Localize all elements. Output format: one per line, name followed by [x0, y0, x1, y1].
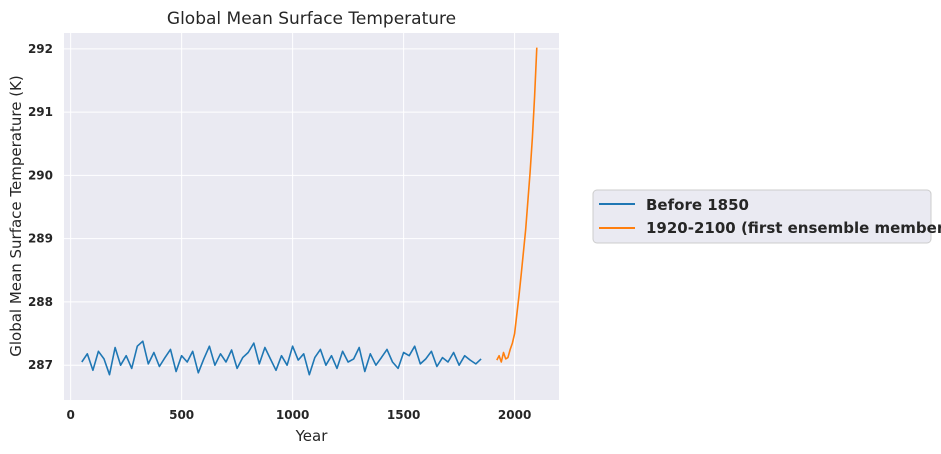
grid — [64, 33, 559, 400]
y-axis-label: Global Mean Surface Temperature (K) — [7, 75, 25, 357]
x-tick-label: 1500 — [387, 408, 420, 422]
x-tick-label: 500 — [169, 408, 194, 422]
y-tick-label: 287 — [28, 358, 53, 372]
x-tick-label: 2000 — [498, 408, 531, 422]
y-tick-label: 291 — [28, 105, 53, 119]
plot-area — [64, 33, 559, 400]
y-tick-label: 288 — [28, 295, 53, 309]
x-tick-label: 0 — [66, 408, 74, 422]
y-tick-label: 292 — [28, 42, 53, 56]
legend-label-1920-2100: 1920-2100 (first ensemble member) — [646, 219, 941, 237]
x-axis-label: Year — [295, 427, 329, 445]
ticks: 0 500 1000 1500 2000 287 288 289 290 291 292 — [28, 42, 531, 422]
series-layer — [81, 47, 538, 376]
legend-box — [592, 189, 932, 244]
legend-label-before-1850: Before 1850 — [646, 196, 749, 214]
y-tick-label: 290 — [28, 168, 53, 182]
series-line-1 — [496, 47, 538, 363]
legend: Before 1850 1920-2100 (first ensemble me… — [592, 189, 941, 244]
series-line-0 — [81, 340, 482, 376]
chart-title: Global Mean Surface Temperature — [167, 9, 456, 29]
y-tick-label: 289 — [28, 232, 53, 246]
x-tick-label: 1000 — [276, 408, 309, 422]
